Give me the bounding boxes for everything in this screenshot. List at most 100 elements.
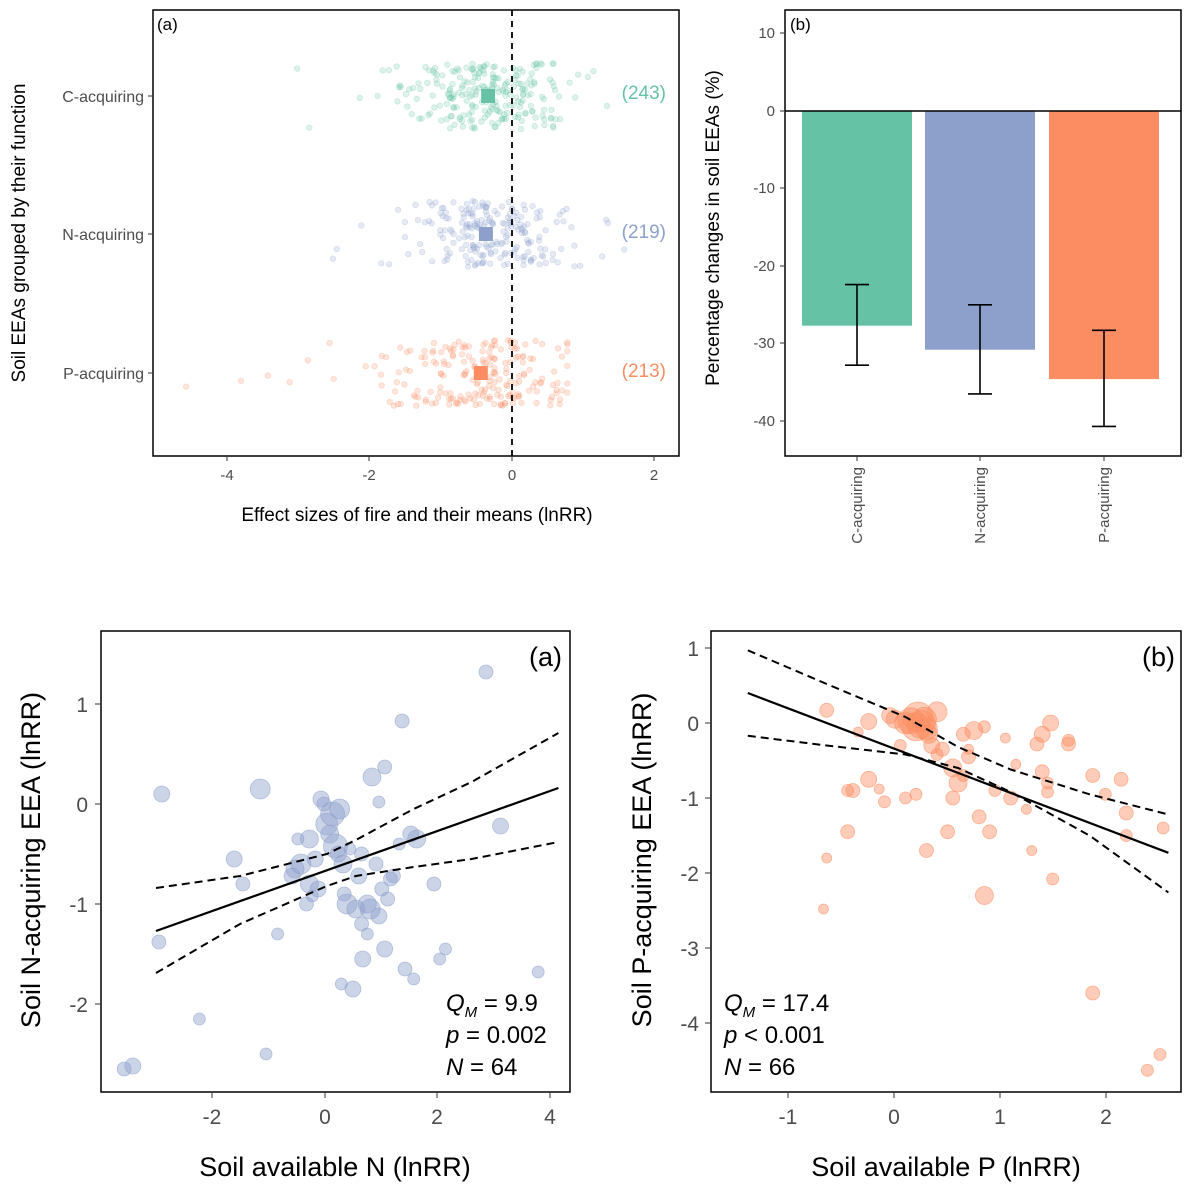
- top-a-effect-point: [556, 211, 563, 218]
- top-a-effect-point: [519, 85, 527, 92]
- bottom-a-ylabel: Soil N-acquiring EEA (lnRR): [16, 692, 46, 1028]
- top-a-effect-point: [504, 382, 511, 390]
- top-a-effect-point: [538, 61, 545, 68]
- top-a-effect-point: [553, 386, 560, 394]
- top-a-effect-point: [426, 199, 433, 206]
- top-a-effect-point: [446, 94, 453, 101]
- top-a-effect-point: [401, 218, 409, 226]
- top-a-effect-point: [446, 401, 453, 408]
- top-a-effect-point: [450, 104, 458, 112]
- bottom-b-ytick-label: -2: [680, 863, 699, 886]
- top-a-effect-point: [449, 95, 456, 102]
- bottom-a-point: [359, 898, 381, 920]
- top-a-effect-point: [469, 357, 476, 364]
- bottom-b-point: [1033, 725, 1051, 743]
- top-a-effect-point: [463, 241, 470, 249]
- top-a-effect-point: [426, 67, 433, 74]
- bottom-a-point: [249, 778, 271, 800]
- top-a-effect-point: [489, 71, 496, 78]
- top-a-effect-point: [358, 222, 365, 229]
- top-a-effect-point: [518, 229, 526, 237]
- top-a-effect-point: [529, 355, 537, 363]
- top-a-effect-point: [488, 219, 495, 226]
- top-a-effect-point: [441, 361, 448, 368]
- top-a-effect-point: [499, 115, 506, 122]
- top-a-effect-point: [553, 218, 560, 225]
- top-a-effect-point: [477, 65, 485, 72]
- bottom-b-xlabel: Soil available P (lnRR): [811, 1152, 1081, 1182]
- top-a-effect-point: [485, 245, 492, 252]
- top-a-effect-point: [422, 396, 429, 404]
- top-a-effect-point: [465, 353, 473, 360]
- top-a-effect-point: [447, 345, 454, 352]
- top-a-effect-point: [451, 68, 458, 75]
- top-a-effect-point: [564, 339, 571, 346]
- top-a-effect-point: [422, 361, 429, 368]
- top-a-effect-point: [538, 379, 545, 386]
- top-a-effect-point: [459, 344, 466, 351]
- top-a-effect-point: [449, 351, 457, 359]
- top-a-effect-point: [493, 103, 500, 110]
- top-a-effect-point: [536, 214, 544, 221]
- top-a-effect-point: [538, 375, 546, 382]
- top-a-effect-point: [306, 124, 313, 131]
- bottom-b-ytick-label: 1: [687, 638, 699, 661]
- top-a-effect-point: [417, 85, 424, 93]
- top-a-effect-point: [488, 81, 496, 88]
- bottom-a-point: [478, 664, 494, 680]
- top-a-effect-point: [509, 389, 516, 396]
- bottom-a-ytick-label: 0: [76, 794, 88, 817]
- bottom-a-point: [306, 850, 324, 868]
- bottom-a-point: [362, 767, 382, 787]
- top-a-effect-point: [548, 393, 556, 401]
- top-a-effect-point: [430, 347, 437, 354]
- top-a-effect-point: [564, 389, 571, 396]
- top-a-effect-point: [264, 372, 271, 379]
- top-a-effect-point: [489, 78, 497, 86]
- top-a-effect-point: [549, 256, 556, 264]
- top-a-effect-point: [447, 226, 454, 233]
- top-a-effect-point: [463, 207, 470, 214]
- top-a-effect-point: [547, 115, 555, 122]
- top-a-effect-point: [552, 116, 559, 123]
- top-a-effect-point: [442, 209, 449, 216]
- top-a-effect-point: [521, 228, 528, 235]
- top-a-effect-point: [528, 82, 535, 89]
- top-a-effect-point: [577, 262, 584, 269]
- bottom-b-xtick-label: 2: [1100, 1106, 1112, 1129]
- top-a-effect-point: [488, 106, 496, 113]
- top-a-effect-point: [447, 86, 454, 93]
- top-a-effect-point: [405, 251, 412, 258]
- top-a-effect-point: [493, 240, 501, 248]
- top-a-effect-point: [459, 228, 466, 235]
- bottom-b-point: [982, 824, 997, 840]
- top-a-effect-point: [497, 254, 504, 261]
- bottom-b-point: [934, 741, 950, 757]
- bottom-b-point: [1034, 764, 1050, 780]
- top-a-effect-point: [520, 353, 527, 360]
- bottom-b-fit-line: [747, 691, 1169, 854]
- top-a-effect-point: [529, 203, 536, 210]
- top-a-effect-point: [447, 395, 455, 402]
- top-a-effect-point: [522, 86, 529, 93]
- top-a-effect-point: [529, 108, 536, 115]
- top-a-effect-point: [469, 101, 476, 108]
- top-a-effect-point: [455, 338, 462, 345]
- top-a-effect-point: [401, 234, 409, 241]
- top-a-effect-point: [440, 235, 447, 242]
- top-a-effect-point: [450, 93, 457, 100]
- top-a-effect-point: [454, 400, 462, 407]
- top-a-effect-point: [526, 366, 533, 373]
- top-a-effect-point: [469, 210, 476, 218]
- top-a-effect-point: [503, 238, 510, 245]
- top-a-effect-point: [502, 359, 509, 367]
- top-a-effect-point: [492, 370, 499, 378]
- top-a-effect-point: [396, 82, 404, 89]
- bottom-a-point: [383, 871, 398, 887]
- top-a-effect-point: [402, 90, 410, 98]
- top-a-effect-point: [537, 380, 544, 387]
- top-a-effect-point: [509, 400, 516, 407]
- top-a-effect-point: [482, 219, 489, 226]
- top-a-effect-point: [476, 400, 483, 407]
- top-b-ylabel: Percentage changes in soil EEAs (%): [703, 70, 724, 386]
